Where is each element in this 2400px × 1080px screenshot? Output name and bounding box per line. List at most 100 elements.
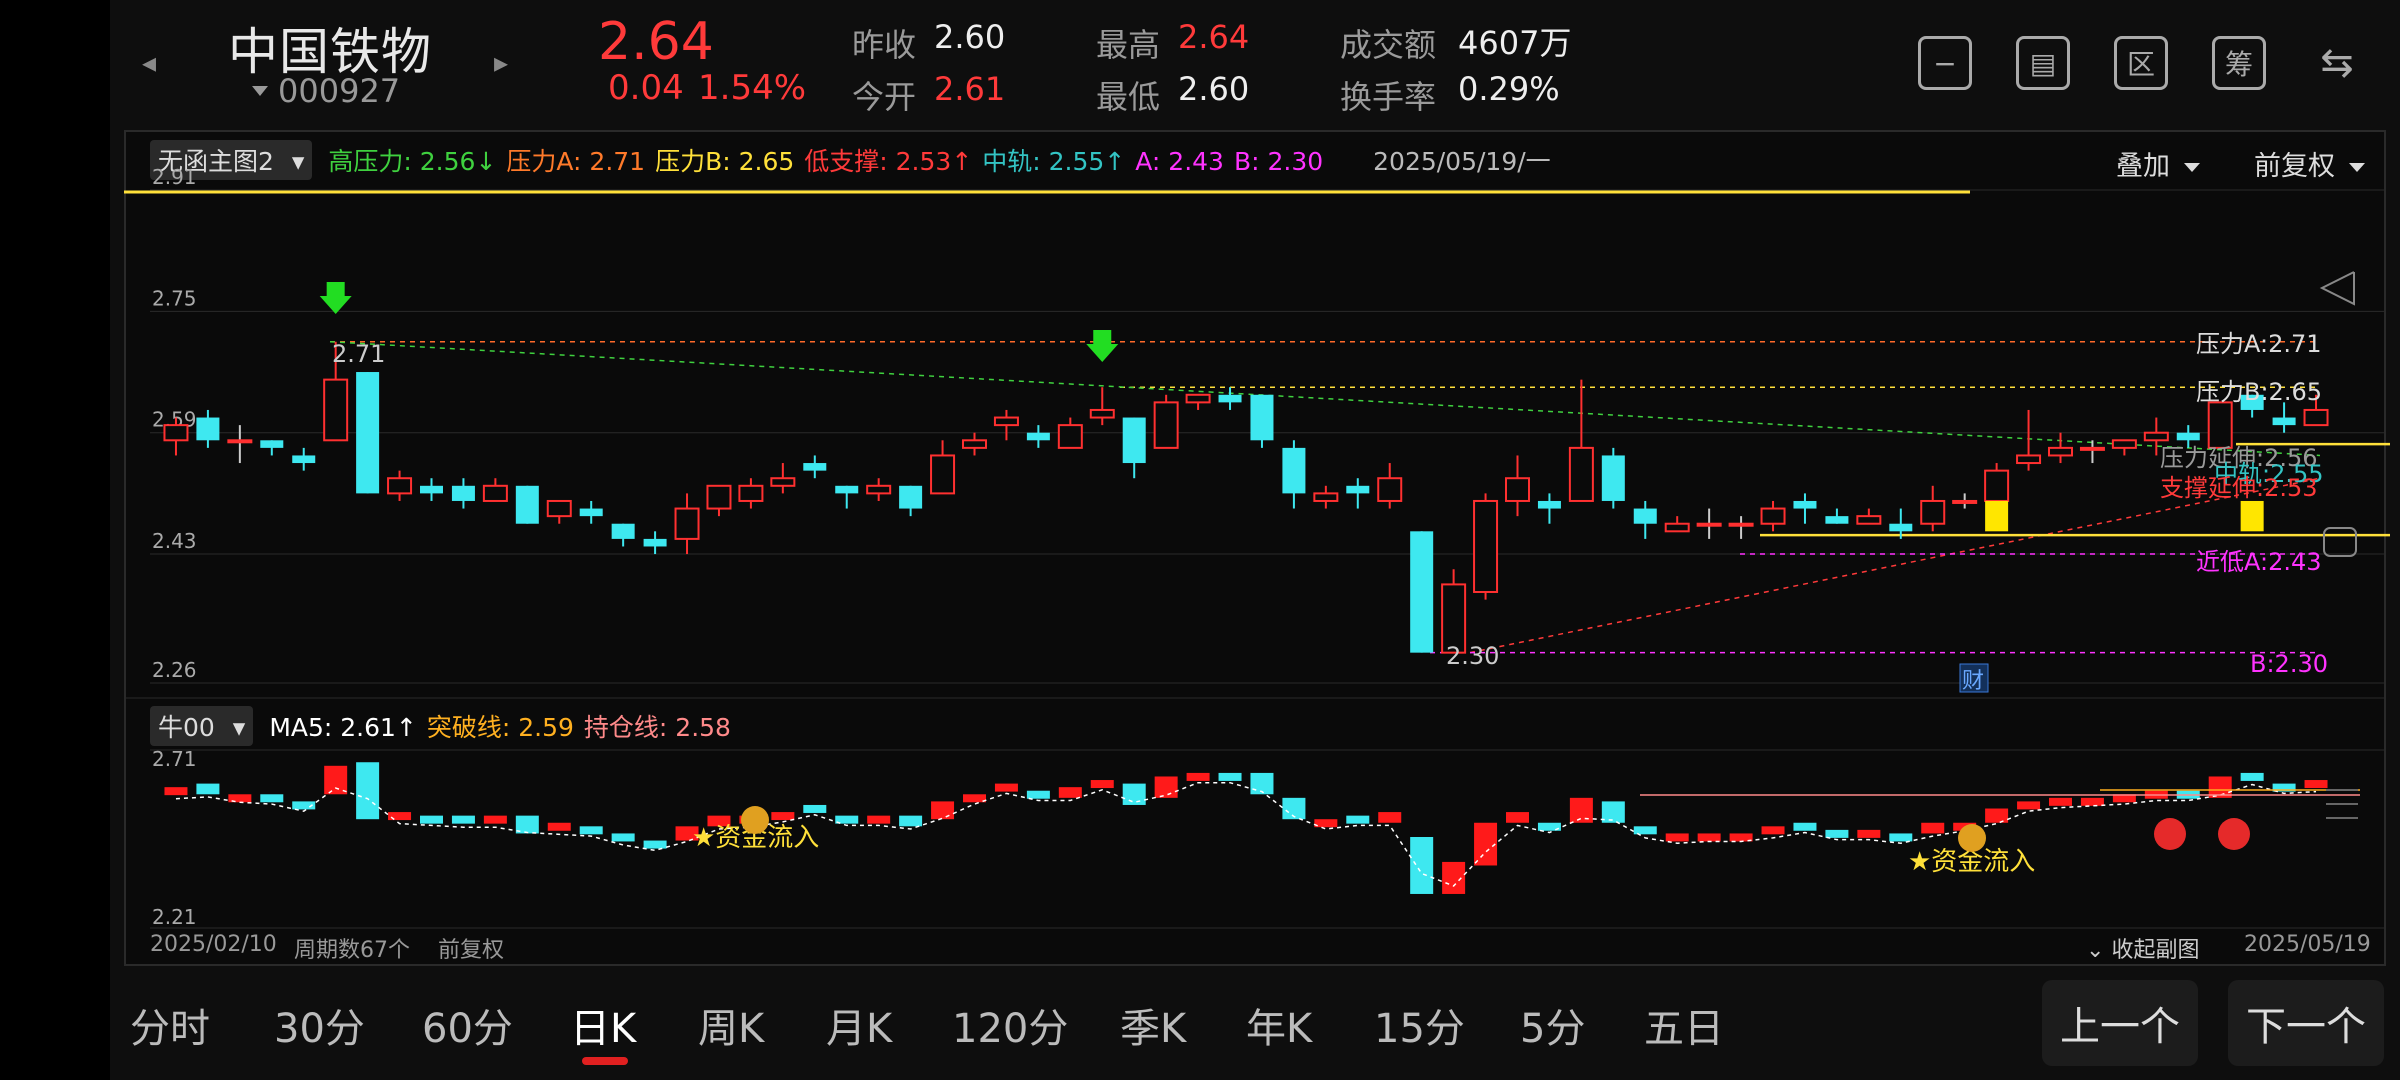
tab-120min[interactable]: 120分	[952, 1006, 1069, 1052]
candle-body-down	[611, 523, 635, 539]
tab-quarterly[interactable]: 季K	[1120, 1006, 1187, 1052]
sub-bar	[228, 794, 252, 803]
main-indicator-selector[interactable]: 无函主图2 ▾	[150, 140, 313, 180]
y-tick-label: 2.75	[152, 286, 197, 310]
sub-bar	[1026, 790, 1050, 799]
candle-body-up	[1505, 477, 1530, 502]
next-stock-button[interactable]: 下一个	[2228, 980, 2384, 1066]
candle-body-down	[356, 372, 380, 494]
collapse-sub-chart[interactable]: ⌄ 收起副图	[2086, 938, 2200, 963]
candle-body-up	[2303, 408, 2329, 427]
sub-bar	[1058, 787, 1082, 798]
sub-bar	[1314, 819, 1338, 828]
tab-5day[interactable]: 五日	[1644, 1006, 1724, 1052]
price-change-pct: 1.54%	[698, 68, 807, 108]
sub-bar	[164, 787, 188, 796]
candle-body-up	[1153, 401, 1179, 449]
sub-indicator-0: MA5: 2.61↑	[269, 713, 417, 742]
candle-body-down	[2240, 394, 2264, 410]
adjust-dropdown[interactable]: 前复权	[2254, 144, 2365, 183]
rotate-icon[interactable]: ⇆	[2320, 40, 2354, 86]
sub-bar	[451, 815, 475, 824]
sub-bar	[899, 815, 923, 827]
candle-body-down	[451, 485, 475, 501]
stock-code[interactable]: 000927	[278, 72, 401, 110]
stock-name: 中国铁物	[228, 23, 432, 81]
tab-monthly[interactable]: 月K	[826, 1006, 893, 1052]
kline-panel[interactable]	[124, 130, 2386, 966]
overlay-label: 叠加	[2116, 151, 2170, 182]
sub-bar	[1985, 808, 2009, 823]
current-price: 2.64	[598, 12, 714, 72]
y-tick-label: 2.26	[152, 658, 197, 682]
tab-weekly[interactable]: 周K	[698, 1006, 765, 1052]
candle-body-down	[1601, 455, 1625, 501]
period-count: 周期数67个	[294, 938, 410, 963]
price-change: 0.04	[608, 68, 684, 108]
candle-body-up	[323, 378, 349, 442]
sub-bar	[1761, 826, 1785, 835]
sub-bar	[994, 783, 1018, 792]
overlay-dropdown[interactable]: 叠加	[2116, 144, 2200, 183]
sub-bar	[963, 794, 986, 803]
finance-badge: 财	[1962, 669, 1984, 694]
layout-icon[interactable]: ▤	[2016, 36, 2070, 90]
candle-body-down	[1250, 394, 1274, 441]
sub-bar	[1250, 772, 1274, 795]
tab-intraday[interactable]: 分时	[130, 1006, 210, 1052]
tab-yearly[interactable]: 年K	[1246, 1006, 1313, 1052]
open-value: 2.61	[934, 70, 1006, 108]
candle-body-up	[2079, 446, 2105, 451]
sub-bar	[2080, 797, 2104, 806]
minimize-icon[interactable]: −	[1918, 36, 1972, 90]
candle-body-down	[1889, 523, 1913, 532]
sub-bar	[611, 833, 635, 842]
tab-60min[interactable]: 60分	[422, 1006, 513, 1052]
sub-bar	[483, 815, 507, 824]
sub-bar	[1442, 861, 1466, 894]
turnover-label: 换手率	[1340, 78, 1437, 116]
chip-icon[interactable]: 筹	[2212, 36, 2266, 90]
code-dropdown-icon[interactable]	[252, 86, 268, 96]
candle-body-down	[1218, 394, 1242, 403]
sub-bar	[1729, 833, 1753, 842]
finance-badge-bg	[1959, 663, 1989, 693]
highlight-candle	[1985, 500, 2009, 532]
sub-bar	[515, 815, 539, 834]
prev-stock-arrow-icon[interactable]: ◂	[142, 46, 157, 79]
tab-30min[interactable]: 30分	[274, 1006, 365, 1052]
sub-bar	[420, 815, 443, 824]
sub-bar	[1186, 772, 1210, 781]
candle-body-down	[196, 417, 220, 441]
pressure-b-label: 压力B:2.65	[2196, 378, 2322, 406]
candle-body-down	[803, 463, 827, 471]
candle-body-up	[1760, 507, 1786, 525]
sub-bar	[1506, 812, 1529, 823]
tab-5min[interactable]: 5分	[1520, 1006, 1586, 1052]
tab-15min[interactable]: 15分	[1374, 1006, 1465, 1052]
sub-bar	[2017, 801, 2041, 810]
pressure-a-label: 压力A:2.71	[2196, 330, 2322, 358]
sub-bar	[1825, 829, 1849, 838]
sub-bar	[931, 801, 955, 820]
start-date: 2025/02/10	[150, 932, 277, 957]
sub-indicator-selector[interactable]: 牛00 ▾	[150, 706, 254, 746]
red-ball-icon	[2218, 818, 2250, 850]
sub-bar	[867, 815, 891, 824]
next-stock-arrow-icon[interactable]: ▸	[494, 46, 509, 79]
sub-bar	[2208, 776, 2232, 798]
region-icon[interactable]: 区	[2114, 36, 2168, 90]
highlight-candle	[2240, 500, 2264, 532]
tab-daily[interactable]: 日K	[570, 1006, 637, 1052]
candle-body-down	[1537, 500, 1561, 509]
candle-body-up	[2016, 454, 2042, 465]
main-indicator-4: 中轨: 2.55↑	[982, 147, 1126, 176]
red-ball-icon	[2154, 818, 2186, 850]
turnover-value: 0.29%	[1458, 70, 1560, 108]
candle-body-up	[1185, 393, 1211, 404]
candle-body-up	[1057, 424, 1083, 449]
candle-body-up	[866, 484, 892, 495]
candle-body-up	[738, 484, 764, 502]
previous-stock-button[interactable]: 上一个	[2042, 980, 2198, 1066]
